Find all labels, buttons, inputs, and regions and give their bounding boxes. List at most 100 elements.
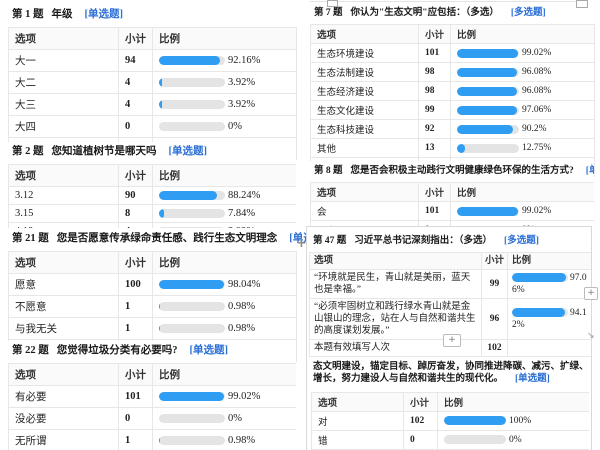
question-block-q47: 第 47 题习近平总书记深刻指出：（多选） [多选题] 选项 小计 比例 “环境就是民生，… bbox=[307, 227, 593, 359]
percent-bar: 7.84% bbox=[159, 208, 290, 219]
column-header: 比例 bbox=[152, 27, 297, 50]
question-number: 第 1 题 bbox=[12, 9, 44, 20]
percent-bar: 0.98% bbox=[159, 323, 290, 334]
table-row: 与我无关 1 0.98% bbox=[8, 317, 297, 340]
column-header: 小计 bbox=[118, 251, 153, 274]
bar-track bbox=[457, 48, 519, 58]
question-text: 习近平总书记深刻指出：（多选） bbox=[354, 236, 493, 246]
count-cell: 1 bbox=[118, 295, 153, 318]
bar-track bbox=[457, 105, 519, 115]
count-cell: 102 bbox=[403, 410, 438, 431]
ratio-cell: 97.06% bbox=[507, 269, 592, 299]
percent-label: 96.08% bbox=[522, 67, 552, 77]
column-header: 选项 bbox=[8, 27, 119, 50]
bar-fill bbox=[512, 273, 567, 283]
count-cell: 0 bbox=[118, 115, 153, 138]
option-cell: 其他 bbox=[310, 138, 419, 158]
question-number: 第 21 题 bbox=[12, 233, 49, 244]
percent-label: 0% bbox=[509, 434, 522, 445]
column-header: 小计 bbox=[118, 363, 153, 386]
question-type-link[interactable]: [单选题] bbox=[515, 374, 550, 384]
option-cell: 没必要 bbox=[8, 407, 119, 430]
bar-fill bbox=[159, 78, 162, 87]
selection-handle-icon[interactable] bbox=[576, 0, 588, 8]
image-top-edge bbox=[310, 1, 588, 2]
table-header-row: 选项 小计 比例 bbox=[309, 252, 592, 270]
plus-handle-icon[interactable]: + bbox=[443, 334, 461, 347]
results-table: 选项 小计 比例 生态环境建设 101 99.02% 生态法制建设 98 96.08% 生态经济建… bbox=[310, 24, 595, 177]
bar-fill bbox=[159, 302, 160, 311]
table-row: “必须牢固树立和践行绿水青山就是金山银山的理念，站在人与自然和谐共生的高度谋划发… bbox=[309, 298, 592, 340]
column-header: 选项 bbox=[8, 164, 119, 187]
bar-fill bbox=[512, 308, 565, 318]
bar-fill bbox=[159, 56, 220, 65]
table-row: 生态文化建设 99 97.06% bbox=[310, 100, 595, 120]
question-number: 第 47 题 bbox=[313, 236, 347, 246]
bar-track bbox=[159, 209, 225, 218]
question-title: 第 7 题你认为"生态文明"应包括：（多选） [多选题] bbox=[314, 4, 594, 18]
question-type-link[interactable]: [多选题] bbox=[510, 8, 546, 18]
count-cell: 0 bbox=[118, 407, 153, 430]
percent-bar: 3.92% bbox=[159, 77, 290, 88]
selection-handle-icon[interactable] bbox=[327, 0, 338, 7]
ratio-cell: 92.16% bbox=[152, 49, 297, 72]
question-number: 第 22 题 bbox=[12, 345, 49, 356]
bar-fill bbox=[159, 100, 162, 109]
ratio-cell: 0% bbox=[450, 220, 594, 226]
bar-track bbox=[457, 206, 519, 216]
table-row: 大三 4 3.92% bbox=[8, 93, 297, 116]
column-header: 小计 bbox=[118, 27, 153, 50]
question-type-link[interactable]: [单选题] bbox=[168, 146, 208, 157]
bar-fill bbox=[159, 280, 224, 289]
bar-fill bbox=[159, 227, 162, 228]
table-row: 无所谓 1 0.98% bbox=[8, 429, 296, 450]
question-type-link[interactable]: [多选题] bbox=[504, 236, 539, 246]
percent-bar: 0% bbox=[444, 435, 583, 445]
question-title: 第 2 题您知道植树节是哪天吗 [单选题] bbox=[12, 143, 296, 158]
column-header: 选项 bbox=[310, 182, 419, 202]
percent-label: 3.92% bbox=[228, 77, 256, 88]
question-text: 您是否愿意传承绿命责任感、践行生态文明理念 bbox=[56, 233, 278, 244]
option-cell: “环境就是民生，青山就是美丽，蓝天也是幸福。” bbox=[309, 269, 482, 299]
option-cell: 有必要 bbox=[8, 385, 119, 408]
percent-label: 0.98% bbox=[228, 323, 256, 334]
move-cursor-icon[interactable]: + bbox=[296, 236, 307, 251]
question-type-link[interactable]: [单选题] bbox=[189, 345, 229, 356]
percent-bar: 0.98% bbox=[159, 435, 290, 446]
plus-handle-icon[interactable]: + bbox=[584, 287, 598, 300]
option-cell: 大四 bbox=[8, 115, 119, 138]
question-type-link[interactable]: [单选题] bbox=[84, 9, 124, 20]
ratio-cell: 97.06% bbox=[450, 100, 595, 120]
question-type-link[interactable]: [单选题] bbox=[585, 166, 594, 176]
percent-label: 97.06% bbox=[512, 273, 587, 295]
percent-label: 0% bbox=[228, 413, 242, 424]
question-text: 你认为"生态文明"应包括：（多选） bbox=[350, 8, 499, 18]
table-row: 对 102 100% bbox=[311, 410, 589, 431]
column-header: 选项 bbox=[311, 391, 404, 412]
table-row: 生态环境建设 101 99.02% bbox=[310, 43, 595, 63]
bar-track bbox=[159, 227, 225, 228]
count-cell: 90 bbox=[118, 186, 153, 205]
question-text: 您觉得垃圾分类有必要吗? bbox=[56, 345, 178, 356]
ratio-cell: 96.08% bbox=[450, 62, 595, 82]
percent-label: 7.84% bbox=[228, 208, 256, 219]
percent-bar: 94.12% bbox=[512, 307, 587, 331]
bar-fill bbox=[444, 416, 506, 425]
option-cell: 生态科技建设 bbox=[310, 119, 419, 139]
percent-bar: 0.98% bbox=[159, 301, 290, 312]
percent-label: 97.06% bbox=[522, 105, 552, 115]
resize-handle-icon[interactable]: ↘ bbox=[587, 331, 595, 341]
percent-bar: 0% bbox=[159, 413, 290, 424]
table-header-row: 选项 小计 比例 bbox=[311, 391, 589, 412]
question-title: 第 1 题年级 [单选题] bbox=[12, 6, 296, 21]
ratio-cell: 3.92% bbox=[152, 71, 297, 94]
table-row: 其他 13 12.75% bbox=[310, 138, 595, 158]
bar-track bbox=[159, 392, 225, 401]
question-block-q2: 第 2 题您知道植树节是哪天吗 [单选题] 选项 小计 比例 3.12 90 88.24% 3.… bbox=[8, 142, 296, 228]
question-number: 第 7 题 bbox=[314, 8, 343, 18]
